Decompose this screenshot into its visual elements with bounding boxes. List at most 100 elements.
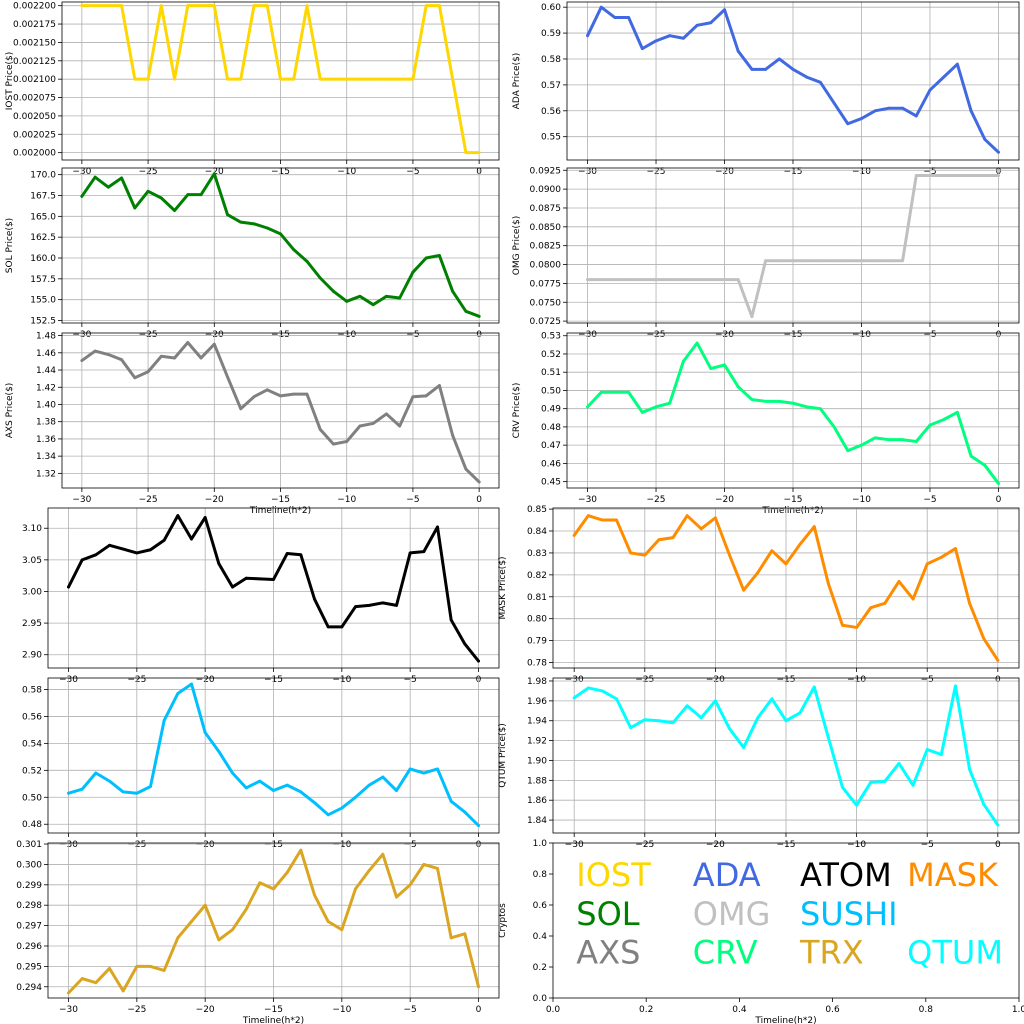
- y-tick-label: 0.294: [16, 983, 42, 993]
- y-tick-label: 0.55: [541, 133, 561, 143]
- data-point: [942, 418, 946, 422]
- data-point: [756, 716, 760, 720]
- y-tick-label: 0.298: [16, 901, 42, 911]
- data-point: [292, 392, 296, 396]
- data-point: [299, 848, 303, 852]
- data-point: [299, 553, 303, 557]
- data-point: [477, 480, 481, 484]
- data-point: [340, 806, 344, 810]
- data-point: [313, 893, 316, 897]
- data-point: [777, 259, 781, 263]
- data-point: [805, 259, 809, 263]
- y-axis-label: ADA Price($): [512, 53, 522, 110]
- data-point: [685, 514, 689, 518]
- data-point: [601, 518, 604, 522]
- data-point: [358, 424, 362, 428]
- data-point: [411, 395, 415, 399]
- data-point: [901, 259, 904, 263]
- data-point: [285, 871, 289, 874]
- data-point: [279, 394, 282, 398]
- panel-9: −30 −25 −20 −15 −10 −5 0 1.84 1.86 1.88 1.90 1.92 1.…: [498, 677, 1020, 850]
- data-point: [477, 824, 480, 827]
- data-point: [955, 410, 959, 414]
- data-point: [279, 77, 282, 81]
- data-point: [239, 220, 243, 224]
- data-point: [685, 704, 689, 708]
- data-point: [395, 789, 398, 792]
- data-point: [265, 4, 269, 8]
- y-tick-label: 0.58: [22, 685, 42, 695]
- data-point: [381, 852, 385, 856]
- data-point: [199, 193, 203, 197]
- y-tick-label: 0.51: [541, 368, 561, 378]
- data-point: [629, 726, 633, 730]
- data-point: [477, 151, 481, 155]
- data-point: [654, 39, 658, 43]
- data-point: [640, 47, 644, 51]
- data-point: [231, 585, 234, 589]
- y-tick-label: 0.296: [16, 942, 42, 952]
- y-axis-label: OMG Price($): [512, 216, 522, 275]
- data-point: [93, 4, 97, 8]
- y-tick-label: 0.299: [16, 881, 42, 891]
- x-axis-label: Timeline(h*2): [242, 1016, 304, 1024]
- legend-entry-atom: ATOM: [800, 856, 892, 894]
- data-point: [292, 77, 296, 81]
- y-tick-label: 0.48: [22, 820, 42, 830]
- y-tick-label: 155.0: [30, 296, 56, 306]
- data-point: [728, 553, 731, 557]
- data-point: [709, 21, 713, 25]
- data-point: [451, 289, 455, 293]
- y-tick-label: 0.0900: [530, 185, 562, 195]
- data-point: [477, 985, 480, 989]
- y-tick-label: 0.54: [22, 739, 42, 749]
- legend-entry-axs: AXS: [576, 934, 640, 972]
- data-point: [791, 259, 795, 263]
- data-point: [436, 867, 439, 870]
- panel-8: −30−25−20−15−10−500.480.500.520.540.560.…: [0, 677, 500, 850]
- panel-11: 0.0 0.2 0.4 0.6 0.8 1.0 0.0 0.2 0.4 0.6 0.8 1.0 Cryp…: [498, 839, 1024, 1024]
- data-point: [728, 727, 731, 731]
- data-point: [121, 547, 125, 551]
- x-axis-label: Timeline(h*2): [249, 506, 311, 516]
- data-point: [67, 791, 70, 795]
- data-point: [805, 405, 809, 409]
- data-point: [668, 401, 672, 405]
- data-point: [146, 189, 150, 193]
- data-point: [873, 436, 877, 440]
- data-point: [736, 49, 740, 53]
- data-point: [120, 176, 123, 180]
- data-point: [997, 150, 1000, 154]
- data-point: [983, 137, 987, 141]
- data-point: [640, 410, 644, 414]
- panel-0: −30−25−20−15−10−500.0020000.0020250.0020…: [5, 1, 500, 177]
- y-tick-label: 0.57: [541, 81, 561, 91]
- panel-2: −30−25−20−15−10−50152.5155.0157.5160.016…: [5, 167, 500, 340]
- panel-3: −30−25−20−15−10−500.07250.07500.07750.08…: [512, 166, 1020, 340]
- data-point: [345, 440, 349, 443]
- data-point: [613, 16, 617, 19]
- data-point: [764, 399, 768, 403]
- data-point: [371, 77, 375, 81]
- data-point: [162, 719, 166, 722]
- x-tick-label: −25: [647, 495, 666, 505]
- y-tick-label: 170.0: [30, 171, 56, 181]
- x-tick-label: −5: [923, 495, 936, 505]
- data-point: [764, 67, 768, 71]
- y-tick-label: 160.0: [30, 254, 56, 264]
- data-point: [615, 518, 618, 522]
- data-point: [411, 270, 415, 274]
- data-point: [121, 790, 125, 794]
- y-tick-label: 0.47: [541, 441, 561, 451]
- data-point: [928, 423, 932, 427]
- data-point: [770, 697, 774, 701]
- data-point: [226, 77, 229, 81]
- y-tick-label: 0.002100: [13, 75, 56, 85]
- y-tick-label: 1.44: [36, 366, 56, 376]
- data-point: [869, 606, 873, 610]
- x-tick-label: −20: [715, 495, 734, 505]
- panel-6: −30−25−20−15−10−502.902.953.003.053.10AT…: [0, 507, 500, 685]
- data-point: [955, 174, 959, 177]
- data-point: [424, 4, 428, 8]
- data-point: [451, 77, 455, 81]
